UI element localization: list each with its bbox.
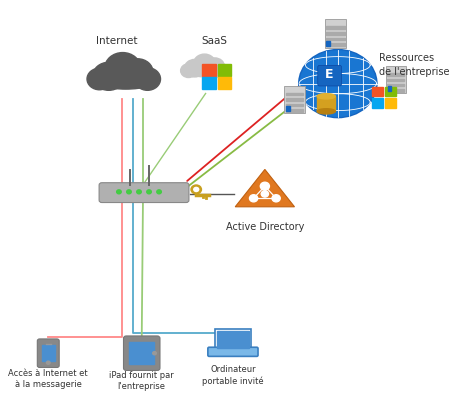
Bar [129,342,154,364]
Circle shape [134,68,161,90]
Bar [326,32,345,35]
Circle shape [147,190,152,194]
Circle shape [193,54,216,73]
Circle shape [87,68,112,90]
Text: Internet: Internet [96,36,138,46]
Bar [387,89,404,92]
FancyBboxPatch shape [99,183,189,202]
FancyBboxPatch shape [318,65,342,86]
Bar [388,86,391,91]
Bar [202,64,216,76]
Bar [326,38,345,40]
Circle shape [104,52,141,84]
Bar [286,104,303,106]
Circle shape [261,191,268,197]
Circle shape [93,62,125,90]
Text: Accès à Internet et
à la messagerie: Accès à Internet et à la messagerie [9,369,88,389]
Bar [218,64,231,76]
FancyBboxPatch shape [38,339,59,368]
Ellipse shape [317,109,335,114]
Circle shape [193,187,200,192]
Bar [387,73,404,76]
Bar [326,43,345,46]
Text: iPad fournit par
l'entreprise: iPad fournit par l'entreprise [109,371,174,391]
Text: E: E [325,69,334,81]
Circle shape [157,190,162,194]
Ellipse shape [185,64,227,77]
Circle shape [180,64,196,78]
Bar [218,77,231,89]
Polygon shape [235,169,294,207]
Circle shape [122,59,153,86]
Circle shape [272,195,280,202]
Bar [42,345,55,361]
Bar [286,98,303,101]
Text: Active Directory: Active Directory [226,222,304,233]
FancyBboxPatch shape [208,347,258,356]
FancyBboxPatch shape [285,86,304,113]
Circle shape [212,64,229,78]
Circle shape [117,190,121,194]
Circle shape [185,59,205,77]
Bar [286,109,303,112]
Circle shape [300,51,375,116]
Bar [202,77,216,89]
FancyBboxPatch shape [386,66,406,93]
Text: Ressources
de l'entreprise: Ressources de l'entreprise [379,53,449,77]
FancyBboxPatch shape [124,336,160,370]
Circle shape [260,182,269,190]
FancyBboxPatch shape [324,19,346,47]
Ellipse shape [93,69,158,89]
Text: SaaS: SaaS [201,36,227,46]
Bar [387,78,404,81]
Ellipse shape [317,94,335,99]
Circle shape [152,351,156,355]
Bar [286,93,303,95]
Circle shape [137,190,141,194]
Bar [326,41,330,45]
Bar [385,97,396,107]
Bar [317,96,335,112]
Bar [372,97,383,107]
Bar [387,84,404,86]
Circle shape [205,58,224,75]
Circle shape [249,195,258,202]
Bar [385,87,396,97]
Circle shape [190,184,202,195]
Bar [217,331,249,348]
Circle shape [299,50,377,117]
FancyBboxPatch shape [215,330,251,349]
Bar [286,106,290,111]
Circle shape [47,361,50,364]
Text: Ordinateur
portable invité: Ordinateur portable invité [202,365,264,386]
Bar [326,26,345,29]
Circle shape [127,190,131,194]
Bar [372,87,383,97]
